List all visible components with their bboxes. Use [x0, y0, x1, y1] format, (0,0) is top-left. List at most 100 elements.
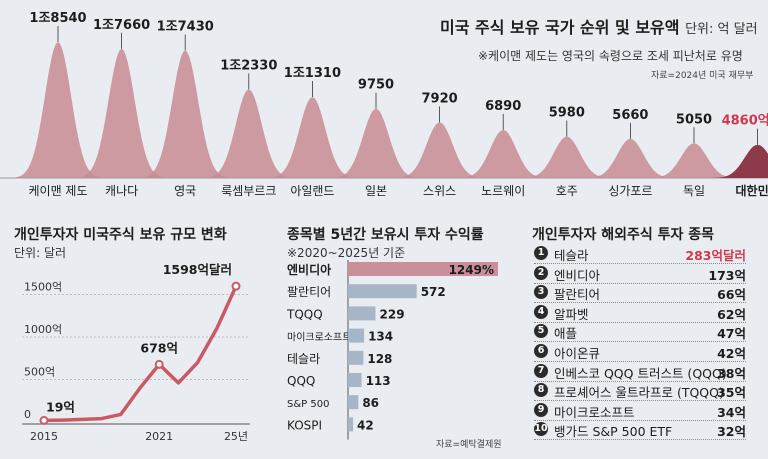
rank-item-7: 7 인베스코 QQQ 트러스트 (QQQ) 38억 — [534, 362, 746, 384]
line-point-10 — [231, 281, 241, 291]
rank-item-name: 마이크로소프트 — [554, 404, 635, 420]
rank-divider — [534, 282, 746, 284]
line-series — [43, 285, 238, 423]
peak-category-label-1: 캐나다 — [105, 184, 138, 198]
rank-item-8: 8 프로셰어스 울트라프로 (TQQQ) 35억 — [534, 381, 746, 403]
peak-5 — [328, 108, 424, 178]
peak-category-label-5: 일본 — [365, 184, 387, 198]
rank-item-amount: 47억 — [717, 326, 746, 342]
bar-7 — [348, 417, 354, 432]
rank-item-amount: 35억 — [717, 385, 746, 401]
bar-value-label-2: 229 — [380, 307, 405, 321]
main-unit: 단위: 억 달러 — [685, 22, 758, 37]
rank-item-2: 2 엔비디아 173억 — [534, 264, 746, 286]
main-source: 자료=2024년 미국 재무부 — [651, 71, 754, 81]
peak-category-label-6: 스위스 — [423, 184, 456, 198]
peak-category-label-4: 아일랜드 — [290, 184, 334, 198]
main-note: ※케이맨 제도는 영국의 속령으로 조세 피난처로 유명 — [478, 49, 743, 63]
peak-1 — [73, 48, 170, 178]
rank-number-badge: 8 — [534, 383, 548, 398]
rank-divider — [534, 302, 746, 304]
rank-item-name: 엔비디아 — [554, 267, 601, 283]
bar-category-label-6: S&P 500 — [287, 399, 329, 410]
line-point-0 — [39, 415, 49, 425]
line-ytick-2: 1000억 — [24, 323, 62, 336]
rank-item-name: 프로셰어스 울트라프로 (TQQQ) — [554, 385, 724, 401]
bar-value-label-3: 134 — [368, 330, 393, 344]
line-xtick-2: 25년 — [224, 430, 248, 443]
line-section-title: 개인투자자 미국주식 보유 규모 변화 — [14, 227, 227, 243]
peak-category-label-3: 룩셈부르크 — [221, 184, 276, 198]
bar-0 — [348, 262, 498, 276]
bar-5 — [348, 373, 362, 387]
bar-section-title: 종목별 5년간 보유시 투자 수익률 — [287, 227, 484, 243]
peak-value-label-9: 5660 — [612, 108, 648, 123]
bar-value-label-7: 42 — [357, 418, 374, 432]
peak-value-label-10: 5050 — [676, 112, 712, 127]
rank-item-amount: 34억 — [717, 404, 746, 420]
peak-11 — [709, 144, 768, 178]
peak-category-label-11: 대한민국 — [736, 183, 768, 198]
bar-6 — [348, 395, 359, 410]
line-annotation-0: 19억 — [46, 399, 75, 414]
rank-divider — [534, 263, 746, 264]
rank-number-badge: 6 — [534, 344, 548, 358]
peak-value-label-6: 7920 — [422, 91, 458, 106]
peak-value-label-3: 1조2330 — [220, 58, 277, 73]
rank-divider — [534, 419, 746, 421]
peak-10 — [646, 143, 742, 178]
bar-2 — [348, 306, 376, 321]
peak-category-label-0: 케이맨 제도 — [28, 184, 87, 198]
peak-value-label-5: 9750 — [358, 78, 394, 93]
rank-item-name: 애플 — [554, 326, 578, 342]
rank-item-3: 3 팔란티어 66억 — [534, 283, 746, 305]
peak-8 — [518, 136, 615, 178]
bar-section-source: 자료=예탁결제원 — [436, 440, 502, 450]
peak-category-label-10: 독일 — [683, 184, 705, 198]
rank-item-6: 6 아이온큐 42억 — [534, 342, 746, 364]
peak-2 — [137, 50, 234, 178]
rank-number-badge: 10 — [534, 422, 548, 437]
peak-value-label-7: 6890 — [485, 99, 521, 114]
bar-value-label-5: 113 — [366, 374, 391, 388]
peak-category-label-8: 호주 — [556, 184, 578, 198]
rank-item-1: 1 테슬라 283억달러 — [534, 244, 746, 266]
rank-item-9: 9 마이크로소프트 34억 — [534, 401, 746, 423]
line-point-6 — [154, 359, 164, 369]
rank-item-name: 팔란티어 — [554, 287, 601, 303]
rank-item-name: 테슬라 — [554, 248, 589, 263]
rank-item-4: 4 알파벳 62억 — [534, 303, 746, 325]
line-xtick-1: 2021 — [145, 430, 173, 443]
peak-value-label-1: 1조7660 — [93, 18, 150, 33]
bar-category-label-2: TQQQ — [286, 307, 323, 321]
peak-6 — [391, 122, 488, 178]
peak-value-label-4: 1조1310 — [284, 66, 341, 81]
rank-number-badge: 7 — [534, 363, 548, 378]
rank-number-badge: 2 — [534, 265, 548, 280]
rank-item-name: 인베스코 QQQ 트러스트 (QQQ) — [554, 365, 727, 381]
line-ytick-0: 0 — [24, 408, 31, 421]
bar-category-label-7: KOSPI — [287, 418, 322, 432]
bar-value-label-0: 1249% — [449, 263, 494, 277]
rank-item-amount: 66억 — [717, 287, 746, 303]
rank-item-5: 5 애플 47억 — [534, 322, 746, 344]
line-ytick-1: 500억 — [24, 366, 55, 379]
peak-category-label-7: 노르웨이 — [481, 184, 525, 198]
bar-category-label-0: 엔비디아 — [287, 262, 331, 277]
rank-item-name: 알파벳 — [554, 306, 589, 322]
peak-category-label-2: 영국 — [174, 184, 196, 198]
rank-item-name: 아이온큐 — [554, 346, 601, 361]
rank-divider — [534, 400, 746, 402]
rank-divider — [534, 321, 746, 323]
peak-category-label-9: 싱가포르 — [608, 184, 652, 198]
rank-number-badge: 1 — [534, 246, 548, 260]
rank-item-amount: 42억 — [717, 346, 746, 361]
rank-number-badge: 3 — [534, 285, 548, 300]
rank-number-badge: 5 — [534, 324, 548, 339]
bar-category-label-4: 테슬라 — [287, 352, 320, 366]
rank-item-amount: 38억 — [717, 365, 746, 381]
peak-7 — [455, 129, 552, 178]
rank-item-10: 10 뱅가드 S&P 500 ETF 32억 — [534, 420, 746, 442]
rank-number-badge: 9 — [534, 402, 548, 417]
peak-value-label-0: 1조8540 — [29, 11, 86, 26]
